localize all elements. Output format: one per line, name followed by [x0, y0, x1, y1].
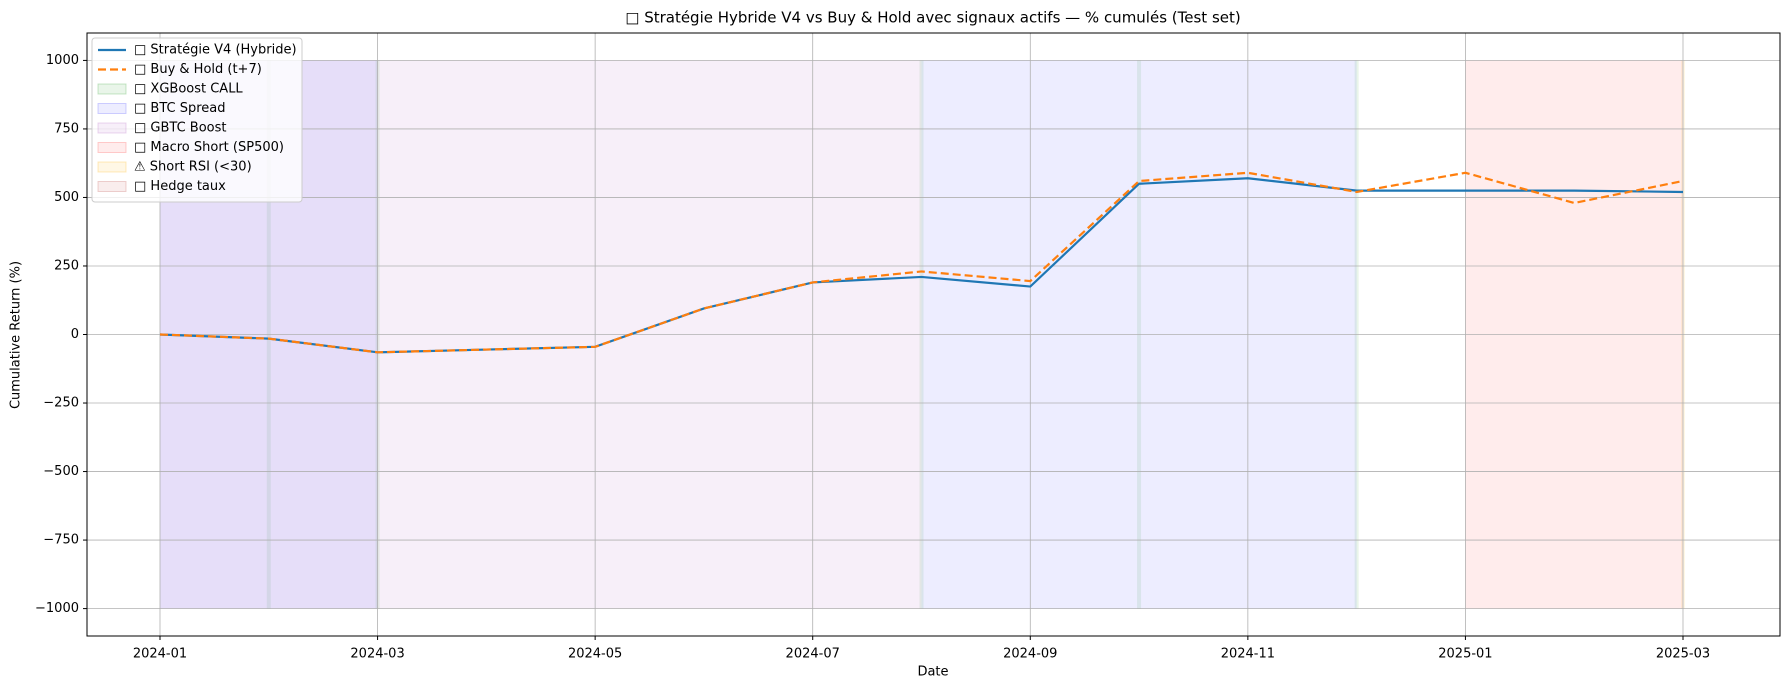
- chart-title: □ Stratégie Hybride V4 vs Buy & Hold ave…: [625, 9, 1240, 27]
- legend-box: [91, 37, 303, 203]
- lines: [159, 171, 1684, 354]
- legend-label: □ Stratégie V4 (Hybride): [134, 43, 297, 58]
- y-tick-label: 0: [71, 327, 79, 342]
- y-tick-label: 1000: [46, 53, 79, 68]
- legend-label: □ Macro Short (SP500): [134, 140, 284, 155]
- x-tick-label: 2024-03: [350, 647, 404, 662]
- legend-swatch: [97, 122, 127, 134]
- legend-label: □ GBTC Boost: [134, 121, 227, 136]
- y-tick-label: −250: [43, 396, 79, 411]
- x-tick-label: 2025-03: [1656, 647, 1710, 662]
- x-tick-label: 2024-09: [1003, 647, 1057, 662]
- legend-swatch: [97, 103, 127, 114]
- legend-label: □ XGBoost CALL: [134, 82, 243, 97]
- y-axis-label: Cumulative Return (%): [9, 261, 24, 409]
- x-tick-label: 2024-07: [786, 647, 840, 662]
- y-tick-label: 750: [54, 121, 79, 136]
- plot-frame: [86, 32, 1781, 637]
- grid: −1000 −750 −500 −250 0 250 500 750 1000 2024-01 20…: [35, 33, 1780, 662]
- y-tick-label: 250: [54, 258, 79, 273]
- legend-label: □ Hedge taux: [134, 179, 226, 194]
- x-axis-label: Date: [917, 665, 948, 680]
- series-line: [159, 171, 1684, 354]
- x-tick-label: 2024-01: [133, 647, 187, 662]
- legend-label: □ BTC Spread: [134, 101, 226, 116]
- x-tick-label: 2024-11: [1221, 647, 1275, 662]
- y-tick-label: −750: [43, 533, 79, 548]
- x-tick-label: 2025-01: [1438, 647, 1492, 662]
- legend-swatch: [97, 83, 127, 95]
- y-tick-label: 500: [54, 190, 79, 205]
- legend-swatch: [97, 181, 127, 192]
- x-tick-label: 2024-05: [568, 647, 622, 662]
- y-tick-label: −500: [43, 464, 79, 479]
- legend-swatch: [97, 142, 127, 153]
- legend-label: ⚠ Short RSI (<30): [134, 160, 252, 175]
- legend-label: □ Buy & Hold (t+7): [134, 62, 262, 77]
- legend-swatch: [97, 161, 127, 173]
- legend: □ Stratégie V4 (Hybride) □ Buy & Hold (t+…: [91, 37, 303, 203]
- y-tick-label: −1000: [35, 601, 79, 616]
